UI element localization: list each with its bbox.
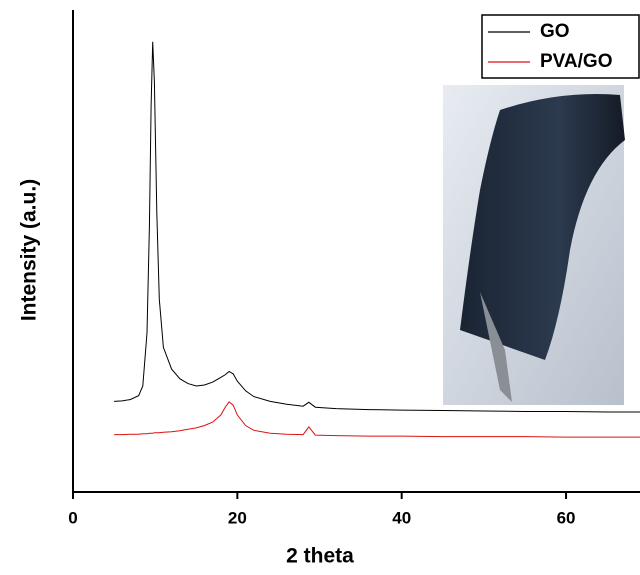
inset-photo — [443, 85, 625, 405]
legend-label: GO — [540, 21, 570, 42]
x-tick-label: 0 — [68, 508, 77, 527]
x-tick-label: 20 — [228, 508, 247, 527]
x-tick-label: 60 — [557, 508, 576, 527]
x-axis-label: 2 theta — [286, 545, 354, 568]
legend: GO PVA/GO — [481, 14, 640, 79]
y-axis-label: Intensity (a.u.) — [18, 179, 41, 321]
data-line — [114, 41, 640, 413]
data-line — [114, 401, 640, 438]
x-tick-label: 40 — [392, 508, 411, 527]
legend-label: PVA/GO — [540, 51, 613, 72]
